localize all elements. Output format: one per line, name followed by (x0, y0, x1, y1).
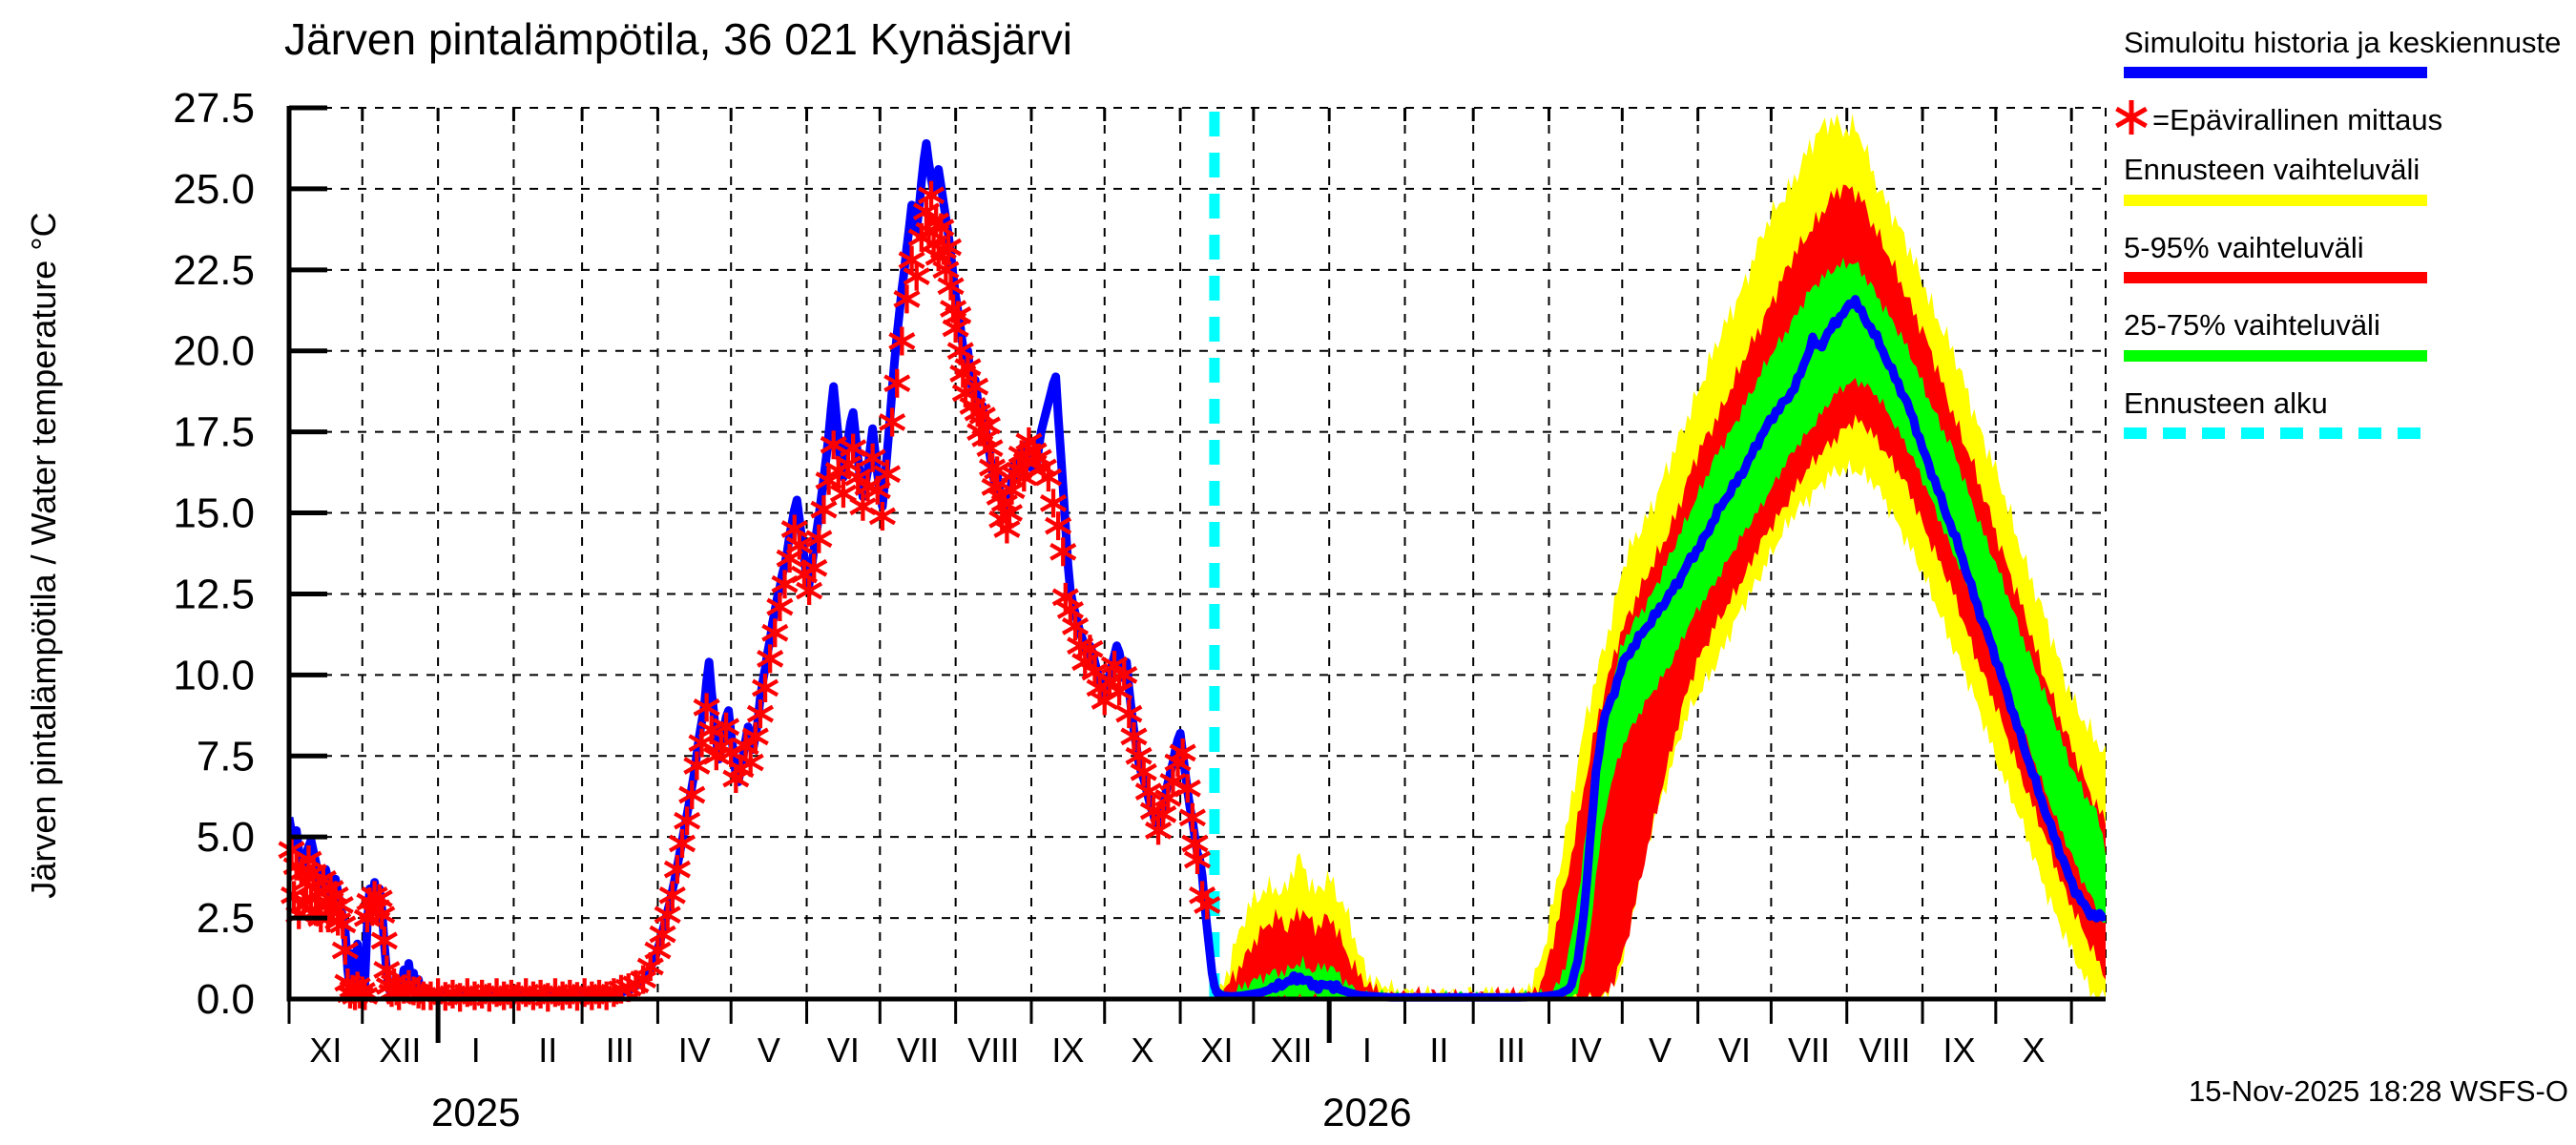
svg-text:VI: VI (827, 1030, 860, 1070)
chart-title: Järven pintalämpötila, 36 021 Kynäsjärvi (284, 14, 1072, 64)
measurement-star-icon (2115, 100, 2148, 135)
svg-text:2025: 2025 (431, 1090, 520, 1135)
svg-text:20.0: 20.0 (173, 328, 255, 375)
svg-text:XII: XII (1271, 1030, 1313, 1070)
svg-text:I: I (471, 1030, 481, 1070)
legend-label-measurement: =Epävirallinen mittaus (2152, 103, 2443, 137)
legend-swatch-5-95 (2124, 272, 2427, 284)
timestamp-label: 15-Nov-2025 18:28 WSFS-O (2188, 1074, 2568, 1108)
svg-text:2026: 2026 (1322, 1090, 1411, 1135)
svg-text:10.0: 10.0 (173, 652, 255, 698)
svg-text:15.0: 15.0 (173, 490, 255, 537)
legend-swatch-history-line (2124, 67, 2427, 79)
svg-text:5.0: 5.0 (197, 814, 255, 861)
legend-swatch-forecast-start (2124, 427, 2427, 440)
svg-text:X: X (2022, 1030, 2045, 1070)
legend-swatch-25-75 (2124, 349, 2427, 362)
svg-text:IV: IV (678, 1030, 711, 1070)
svg-text:XI: XI (309, 1030, 342, 1070)
svg-text:V: V (758, 1030, 780, 1070)
legend-label-forecast-start: Ennusteen alku (2124, 385, 2328, 420)
svg-text:VII: VII (897, 1030, 939, 1070)
svg-text:17.5: 17.5 (173, 409, 255, 456)
svg-text:II: II (1429, 1030, 1448, 1070)
y-axis-label: Järven pintalämpötila / Water temperatur… (24, 212, 63, 899)
svg-text:IX: IX (1942, 1030, 1975, 1070)
svg-text:VIII: VIII (1859, 1030, 1910, 1070)
svg-text:2.5: 2.5 (197, 895, 255, 942)
svg-text:IX: IX (1051, 1030, 1084, 1070)
legend-label-history: Simuloitu historia ja keskiennuste (2124, 26, 2562, 59)
svg-text:XI: XI (1200, 1030, 1233, 1070)
legend-item-measurement: =Epävirallinen mittaus (2110, 100, 2563, 138)
svg-text:X: X (1131, 1030, 1153, 1070)
svg-text:V: V (1649, 1030, 1672, 1070)
svg-text:XII: XII (379, 1030, 421, 1070)
legend: Simuloitu historia ja keskiennuste =Epäv… (2115, 26, 2563, 465)
svg-text:III: III (606, 1030, 634, 1070)
svg-text:25.0: 25.0 (173, 166, 255, 213)
legend-label-5-95: 5-95% vaihteluväli (2124, 230, 2364, 264)
legend-swatch-forecast-range (2124, 194, 2427, 206)
legend-label-forecast-range: Ennusteen vaihteluväli (2124, 153, 2420, 187)
svg-text:VI: VI (1718, 1030, 1751, 1070)
svg-text:12.5: 12.5 (173, 571, 255, 617)
svg-text:22.5: 22.5 (173, 247, 255, 294)
svg-text:VII: VII (1788, 1030, 1830, 1070)
svg-text:III: III (1497, 1030, 1526, 1070)
svg-text:0.0: 0.0 (197, 976, 255, 1023)
svg-text:VIII: VIII (967, 1030, 1019, 1070)
svg-text:II: II (538, 1030, 557, 1070)
legend-label-25-75: 25-75% vaihteluväli (2124, 308, 2380, 343)
svg-text:7.5: 7.5 (197, 733, 255, 780)
svg-text:IV: IV (1569, 1030, 1602, 1070)
svg-text:I: I (1362, 1030, 1372, 1070)
svg-text:27.5: 27.5 (173, 85, 255, 132)
